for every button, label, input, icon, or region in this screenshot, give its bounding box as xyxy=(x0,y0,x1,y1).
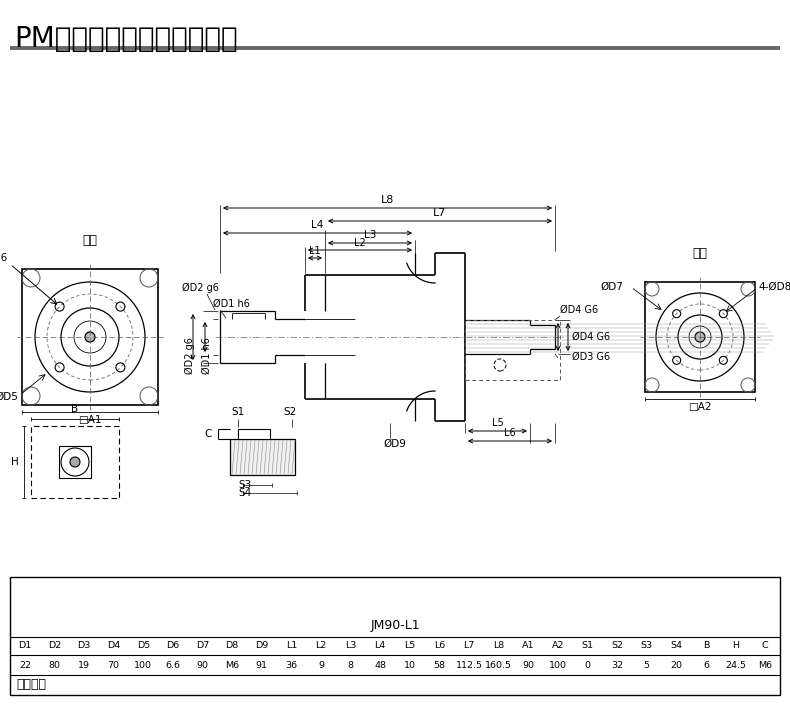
Bar xyxy=(31,426,119,498)
Text: ØD4 G6: ØD4 G6 xyxy=(572,332,610,342)
Text: H: H xyxy=(11,457,19,467)
Text: D4: D4 xyxy=(107,642,120,651)
Text: 58: 58 xyxy=(434,661,446,670)
Text: D9: D9 xyxy=(255,642,269,651)
Text: A1: A1 xyxy=(522,642,535,651)
Text: S1: S1 xyxy=(231,407,245,417)
Text: ØD3 G6: ØD3 G6 xyxy=(572,352,610,362)
Text: L5: L5 xyxy=(404,642,416,651)
Text: S3: S3 xyxy=(641,642,653,651)
Text: JM90-L1: JM90-L1 xyxy=(371,620,419,632)
Text: A2: A2 xyxy=(551,642,564,651)
Text: 90: 90 xyxy=(522,661,534,670)
Text: ØD2 g6: ØD2 g6 xyxy=(182,283,219,293)
Text: M6: M6 xyxy=(225,661,239,670)
Text: 80: 80 xyxy=(48,661,60,670)
Bar xyxy=(465,320,560,380)
Text: D6: D6 xyxy=(166,642,179,651)
Text: D5: D5 xyxy=(137,642,150,651)
Text: L1: L1 xyxy=(286,642,297,651)
Text: S4: S4 xyxy=(671,642,683,651)
Text: 24.5: 24.5 xyxy=(725,661,746,670)
Text: L2: L2 xyxy=(354,238,366,248)
Text: L8: L8 xyxy=(381,195,394,205)
Text: 6.6: 6.6 xyxy=(165,661,180,670)
Text: D2: D2 xyxy=(48,642,61,651)
Text: □A1: □A1 xyxy=(78,415,102,425)
Text: S1: S1 xyxy=(581,642,593,651)
Text: 100: 100 xyxy=(134,661,152,670)
Bar xyxy=(22,269,158,405)
Text: 160.5: 160.5 xyxy=(485,661,512,670)
Text: D1: D1 xyxy=(18,642,32,651)
Text: PM系列行星减速机标准尺寸: PM系列行星减速机标准尺寸 xyxy=(14,25,238,53)
Text: ØD1 h6: ØD1 h6 xyxy=(213,299,250,309)
Text: 8: 8 xyxy=(348,661,354,670)
Text: ØD2 g6: ØD2 g6 xyxy=(185,337,195,374)
Text: 0: 0 xyxy=(585,661,590,670)
Text: ØD7: ØD7 xyxy=(600,282,623,292)
Text: 9: 9 xyxy=(318,661,324,670)
Text: L2: L2 xyxy=(315,642,326,651)
Circle shape xyxy=(70,457,80,467)
Text: 19: 19 xyxy=(78,661,90,670)
Text: L8: L8 xyxy=(493,642,504,651)
Text: 91: 91 xyxy=(256,661,268,670)
Text: 10: 10 xyxy=(404,661,416,670)
Text: 6: 6 xyxy=(703,661,709,670)
Text: 90: 90 xyxy=(197,661,209,670)
Text: S3: S3 xyxy=(238,480,251,490)
Text: 32: 32 xyxy=(611,661,623,670)
Text: S2: S2 xyxy=(284,407,296,417)
Text: S4: S4 xyxy=(238,488,251,498)
Text: 4-ØD8: 4-ØD8 xyxy=(758,282,790,292)
Text: B: B xyxy=(71,404,78,414)
Text: ØD1 h6: ØD1 h6 xyxy=(202,337,212,374)
Text: 20: 20 xyxy=(671,661,683,670)
Circle shape xyxy=(695,332,705,342)
Text: 36: 36 xyxy=(285,661,297,670)
Text: ØD9: ØD9 xyxy=(384,439,406,449)
Text: D3: D3 xyxy=(77,642,91,651)
Text: C: C xyxy=(762,642,769,651)
Text: 5: 5 xyxy=(644,661,649,670)
Text: M6: M6 xyxy=(758,661,773,670)
Text: B: B xyxy=(703,642,709,651)
Text: L3: L3 xyxy=(364,230,376,240)
Text: C: C xyxy=(205,429,212,439)
Text: L5: L5 xyxy=(491,418,503,428)
Bar xyxy=(238,429,270,439)
Text: L6: L6 xyxy=(434,642,445,651)
Bar xyxy=(230,439,295,475)
Text: □A2: □A2 xyxy=(688,402,712,412)
Text: L4: L4 xyxy=(374,642,386,651)
Text: D8: D8 xyxy=(225,642,239,651)
Text: L4: L4 xyxy=(311,220,324,230)
Text: ØD5: ØD5 xyxy=(0,392,18,402)
Text: 输入: 输入 xyxy=(693,247,708,260)
Text: 输出: 输出 xyxy=(82,234,97,247)
Text: L1: L1 xyxy=(309,246,321,256)
Text: L7: L7 xyxy=(464,642,475,651)
Text: 22: 22 xyxy=(19,661,31,670)
Text: L6: L6 xyxy=(504,428,516,438)
Circle shape xyxy=(85,332,95,342)
Text: L3: L3 xyxy=(345,642,356,651)
Text: D7: D7 xyxy=(196,642,209,651)
Bar xyxy=(10,577,780,695)
Text: 客户定制: 客户定制 xyxy=(16,678,46,692)
Text: 100: 100 xyxy=(549,661,567,670)
Text: S2: S2 xyxy=(611,642,623,651)
Text: L7: L7 xyxy=(433,208,446,218)
Text: 4-ØD6: 4-ØD6 xyxy=(0,253,8,263)
Text: 112.5: 112.5 xyxy=(456,661,483,670)
Text: 48: 48 xyxy=(374,661,386,670)
Text: ØD4 G6: ØD4 G6 xyxy=(560,305,598,315)
Bar xyxy=(59,446,91,478)
Bar xyxy=(645,282,755,392)
Text: 70: 70 xyxy=(107,661,119,670)
Text: H: H xyxy=(732,642,739,651)
